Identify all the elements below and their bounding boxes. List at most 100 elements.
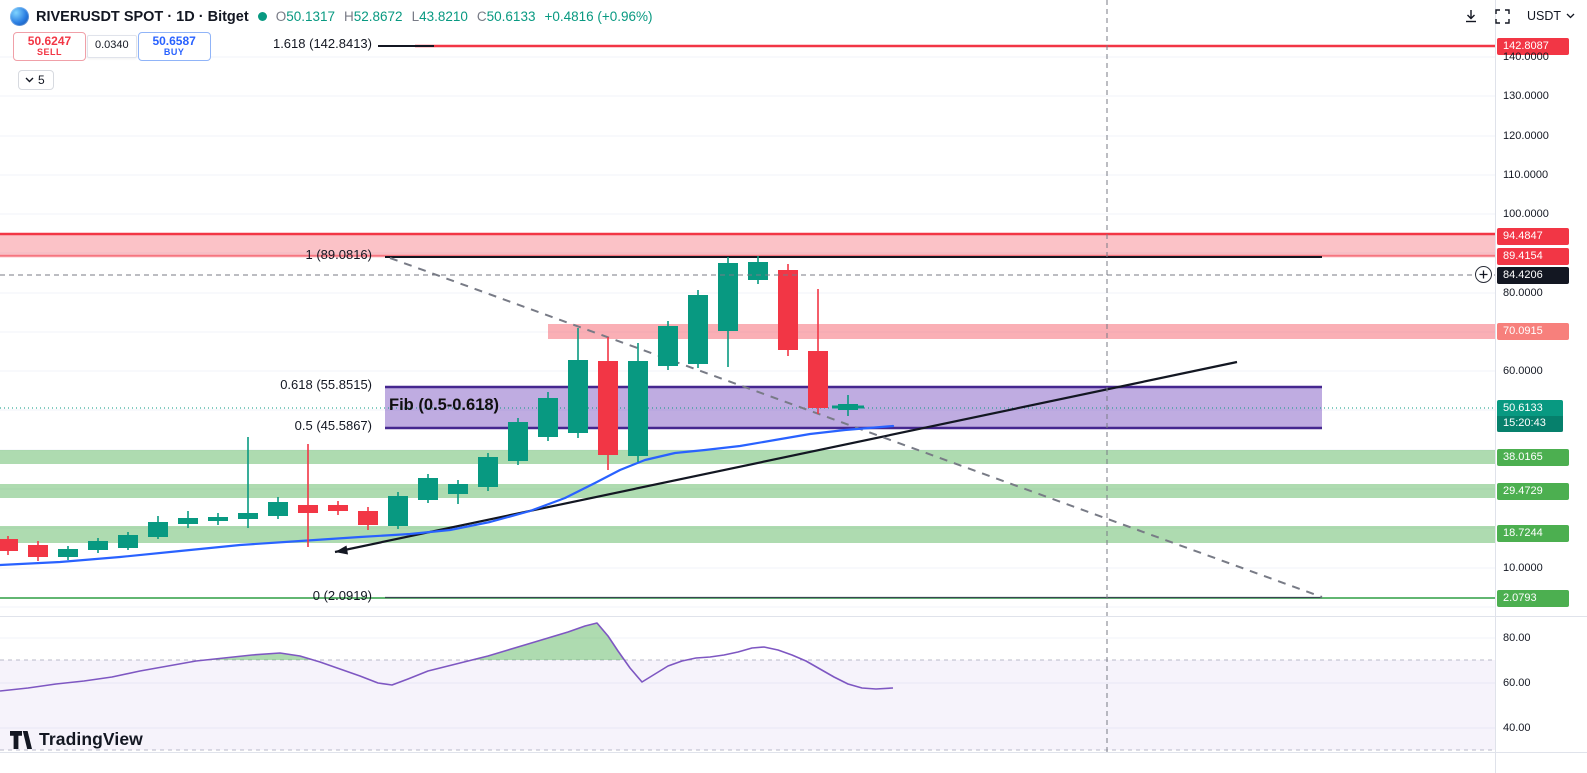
candle[interactable] bbox=[28, 541, 48, 561]
spread-value: 0.0340 bbox=[87, 35, 137, 58]
fib-zone-label[interactable]: Fib (0.5-0.618) bbox=[389, 396, 500, 414]
tradingview-mark-icon bbox=[10, 730, 32, 749]
coin-logo-icon bbox=[10, 7, 29, 26]
buy-price: 50.6587 bbox=[152, 33, 196, 48]
candle[interactable] bbox=[538, 392, 558, 441]
add-order-plus-icon[interactable] bbox=[1475, 266, 1492, 283]
ohlc-close-value: 50.6133 bbox=[486, 9, 536, 24]
candle[interactable] bbox=[808, 289, 828, 414]
price-level-label: 29.4729 bbox=[1497, 483, 1569, 500]
rsi-band bbox=[0, 660, 1495, 750]
candle[interactable] bbox=[688, 290, 708, 368]
support-zone-29[interactable] bbox=[0, 484, 1495, 498]
price-level-label: 94.4847 bbox=[1497, 228, 1569, 245]
descending-trendline[interactable] bbox=[389, 257, 1323, 598]
chart-area[interactable]: 1.618 (142.8413) 1 (89.0816) 0.618 (55.851… bbox=[0, 0, 1495, 752]
resistance-zone-89-94[interactable] bbox=[0, 234, 1495, 256]
chevron-down-icon bbox=[1566, 13, 1575, 19]
candle[interactable] bbox=[118, 532, 138, 550]
sell-label: SELL bbox=[36, 47, 62, 58]
indicator-tick-label: 80.00 bbox=[1503, 632, 1531, 644]
candle[interactable] bbox=[568, 328, 588, 438]
price-tick-label: 100.0000 bbox=[1503, 208, 1549, 220]
candle[interactable] bbox=[478, 453, 498, 491]
tradingview-logo[interactable]: TradingView bbox=[10, 729, 143, 750]
candle[interactable] bbox=[748, 256, 768, 284]
download-button[interactable] bbox=[1461, 6, 1481, 26]
candle[interactable] bbox=[178, 511, 198, 528]
rsi-line[interactable] bbox=[0, 622, 894, 692]
download-icon bbox=[1465, 10, 1476, 23]
price-level-label: 38.0165 bbox=[1497, 449, 1569, 466]
candle[interactable] bbox=[508, 418, 528, 465]
candle[interactable] bbox=[358, 507, 378, 530]
chevron-down-icon bbox=[25, 77, 34, 83]
candle[interactable] bbox=[328, 501, 348, 515]
crosshair-price-label: 84.4206 bbox=[1497, 267, 1569, 284]
candlestick-chart[interactable] bbox=[0, 0, 1495, 752]
trade-panel: 50.6247 SELL 0.0340 50.6587 BUY bbox=[13, 32, 211, 61]
price-level-label: 18.7244 bbox=[1497, 525, 1569, 542]
support-zone-18[interactable] bbox=[0, 526, 1495, 543]
buy-label: BUY bbox=[163, 47, 185, 58]
ohlc-low-value: 43.8210 bbox=[419, 9, 468, 24]
candle[interactable] bbox=[0, 536, 18, 555]
candle[interactable] bbox=[238, 437, 258, 528]
price-change: +0.4816 (+0.96%) bbox=[544, 9, 653, 24]
candle[interactable] bbox=[628, 343, 648, 462]
indicator-tick-label: 40.00 bbox=[1503, 722, 1531, 734]
price-tick-label: 130.0000 bbox=[1503, 90, 1549, 102]
collapse-count: 5 bbox=[38, 73, 45, 87]
price-level-label: 142.8087 bbox=[1497, 38, 1569, 55]
ascending-trendline[interactable] bbox=[334, 360, 1238, 554]
currency-dropdown[interactable]: USDT bbox=[1524, 7, 1578, 25]
market-status-icon[interactable] bbox=[257, 12, 267, 21]
candle[interactable] bbox=[298, 444, 318, 547]
ohlc-values: O50.1317 H52.8672 L43.8210 C50.6133 +0.4… bbox=[276, 9, 653, 24]
fullscreen-button[interactable] bbox=[1493, 7, 1512, 26]
buy-button[interactable]: 50.6587 BUY bbox=[137, 32, 211, 61]
candle[interactable] bbox=[388, 492, 408, 529]
ma-line[interactable] bbox=[0, 424, 895, 567]
candle[interactable] bbox=[832, 395, 864, 416]
price-tick-label: 120.0000 bbox=[1503, 130, 1549, 142]
price-axis[interactable]: 142.8087 140.0000 130.0000 120.0000 110.0000… bbox=[1495, 0, 1587, 773]
support-zone-38[interactable] bbox=[0, 450, 1495, 464]
time-axis[interactable] bbox=[0, 753, 1587, 773]
current-price-label: 50.6133 15:20:43 bbox=[1497, 400, 1563, 432]
price-level-label: 89.4154 bbox=[1497, 248, 1569, 265]
candle[interactable] bbox=[718, 257, 738, 367]
candle[interactable] bbox=[448, 480, 468, 504]
ohlc-low-label: L bbox=[411, 9, 420, 24]
sell-button[interactable]: 50.6247 SELL bbox=[13, 32, 86, 61]
candle[interactable] bbox=[208, 513, 228, 525]
ohlc-high-value: 52.8672 bbox=[353, 9, 403, 24]
candle[interactable] bbox=[658, 321, 678, 370]
currency-label: USDT bbox=[1526, 9, 1561, 23]
price-tick-label: 80.0000 bbox=[1503, 287, 1543, 299]
candle[interactable] bbox=[88, 538, 108, 553]
candle[interactable] bbox=[58, 546, 78, 560]
pane-separator[interactable] bbox=[0, 616, 1587, 617]
ohlc-open-value: 50.1317 bbox=[286, 9, 336, 24]
candle[interactable] bbox=[148, 516, 168, 539]
object-tree-collapse-button[interactable]: 5 bbox=[18, 70, 54, 90]
candle[interactable] bbox=[418, 474, 438, 503]
indicator-tick-label: 60.00 bbox=[1503, 677, 1531, 689]
ohlc-close-label: C bbox=[476, 9, 487, 24]
tradingview-wordmark: TradingView bbox=[39, 729, 143, 749]
symbol-title[interactable]: RIVERUSDT SPOT · 1D · Bitget bbox=[36, 8, 249, 25]
trendline-arrowhead bbox=[335, 545, 348, 555]
price-tick-label: 140.0000 bbox=[1503, 51, 1549, 63]
candle[interactable] bbox=[598, 337, 618, 470]
time-axis-separator bbox=[0, 752, 1587, 753]
price-tick-label: 60.0000 bbox=[1503, 365, 1543, 377]
plus-icon bbox=[1479, 270, 1488, 279]
rsi-overbought-fill bbox=[470, 623, 624, 660]
candle[interactable] bbox=[268, 497, 288, 519]
ohlc-open-label: O bbox=[275, 9, 287, 24]
symbol-header: RIVERUSDT SPOT · 1D · Bitget O50.1317 H5… bbox=[10, 7, 653, 26]
sell-price: 50.6247 bbox=[27, 33, 72, 48]
candle[interactable] bbox=[778, 264, 798, 356]
